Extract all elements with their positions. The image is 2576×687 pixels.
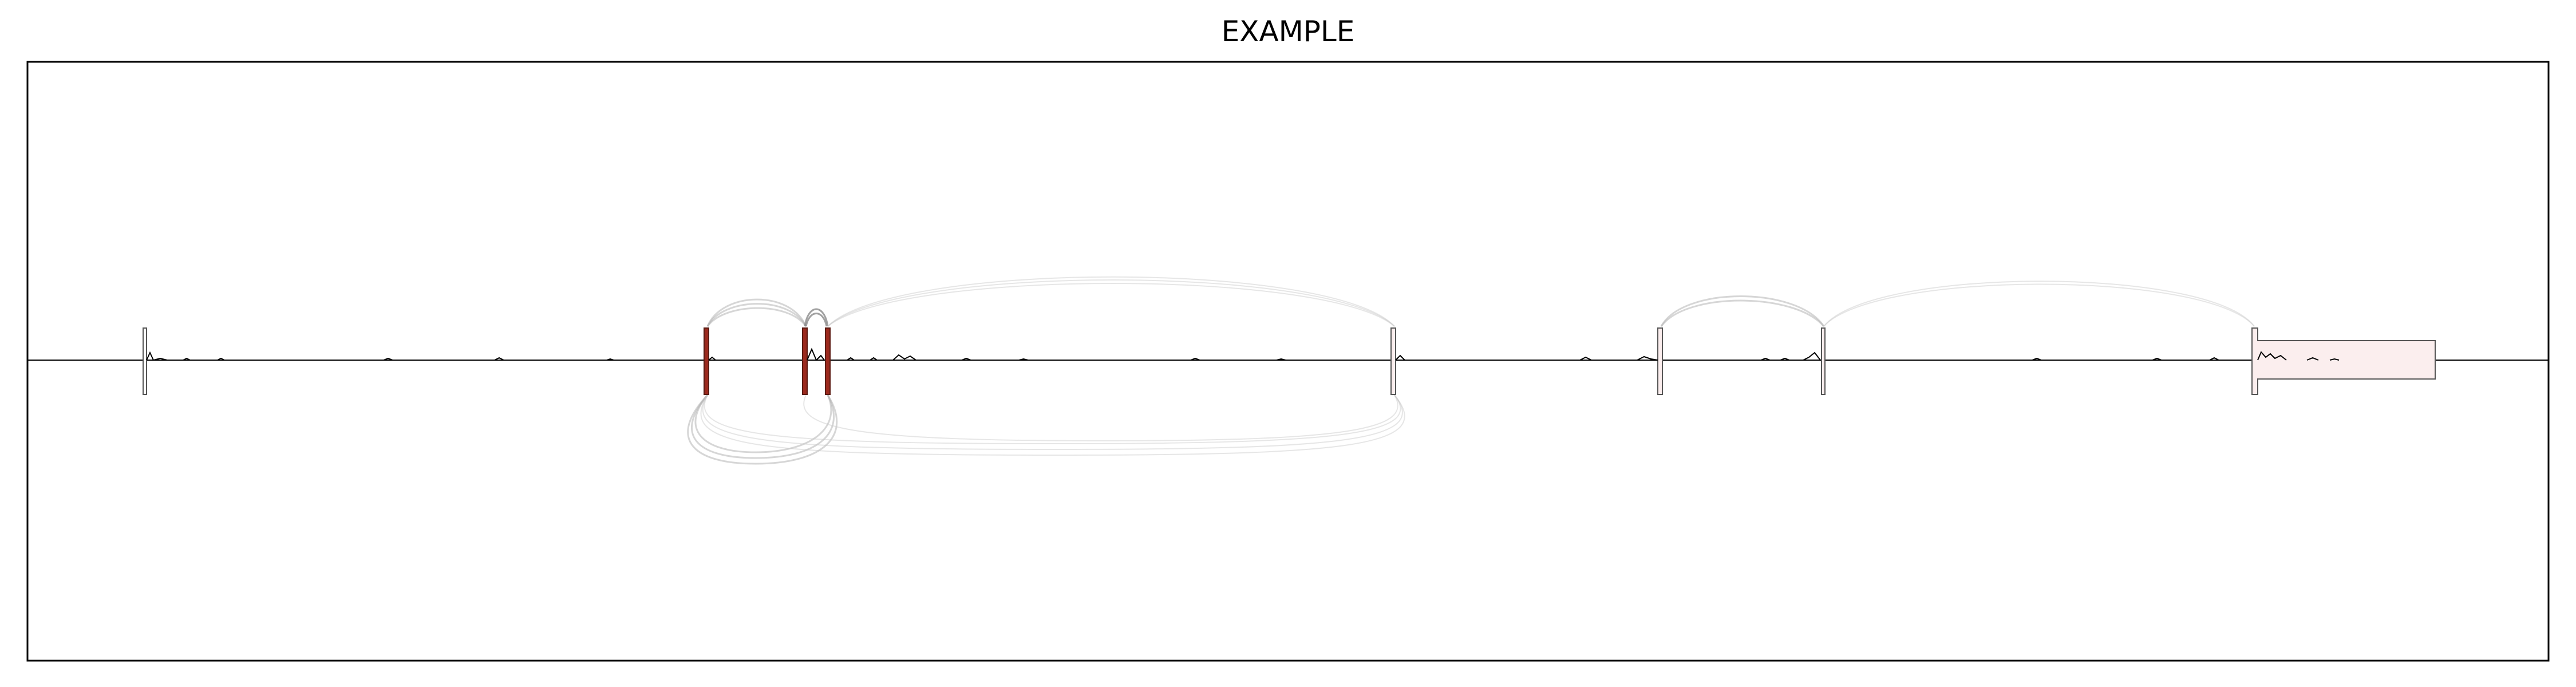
junction-arc [696,395,831,452]
junction-arc [828,283,1394,326]
exon-block-highlighted [825,328,830,394]
coverage-peak [1761,353,1820,360]
exon-block-highlighted [704,328,709,394]
junction-arc [804,395,1398,441]
junction-arc [692,395,833,458]
junction-arcs-lower [688,395,1405,464]
junction-arc [701,395,1404,455]
coverage-peak [847,355,1286,360]
exon-block [143,328,147,394]
junction-arc [1661,301,1824,326]
exon-track [143,328,2435,394]
junction-arc [805,309,828,326]
junction-arc [828,280,1394,326]
junction-arcs-upper [708,277,2254,326]
exon-block [1391,328,1396,394]
junction-arc [708,308,806,326]
exon-block [1822,328,1825,394]
exon-block [1658,328,1662,394]
exon-block-highlighted [803,328,807,394]
plot-frame [27,62,2549,661]
coverage-track [147,349,2339,360]
junction-arc [1824,281,2254,326]
junction-arc [828,277,1394,326]
exon-block-last [2252,328,2435,394]
coverage-peak [1396,356,1658,360]
junction-arc [1824,285,2254,327]
coverage-peak [147,353,167,360]
